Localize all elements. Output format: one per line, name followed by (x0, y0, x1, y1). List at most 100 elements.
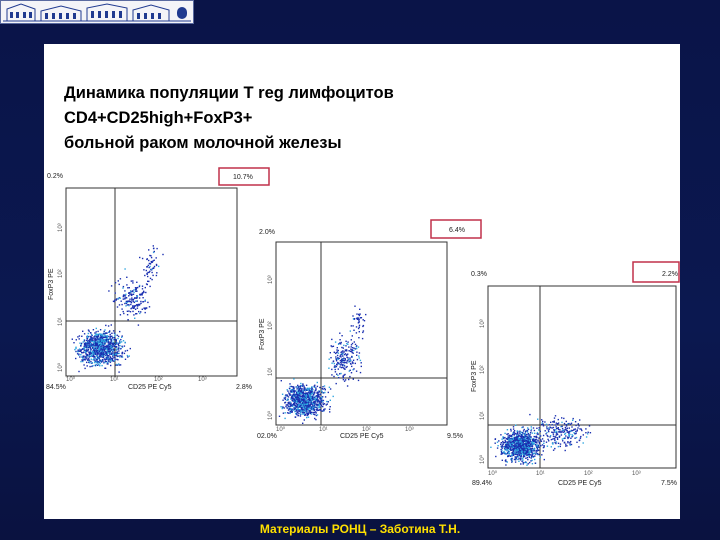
event-dot (529, 451, 532, 453)
event-dot (576, 441, 578, 443)
event-dot (523, 433, 525, 435)
event-dot (554, 447, 556, 450)
event-dot (108, 340, 110, 343)
event-dot (536, 447, 538, 449)
event-dot (111, 357, 113, 360)
event-dot (552, 431, 554, 434)
event-dot (585, 428, 587, 430)
event-dot (524, 443, 526, 445)
event-dot (545, 441, 548, 443)
event-dot (538, 441, 540, 443)
event-dot (295, 398, 297, 400)
event-dot (96, 339, 98, 341)
event-dot (295, 396, 297, 398)
event-dot (528, 451, 530, 454)
event-dot (496, 447, 499, 449)
event-dot (116, 353, 118, 355)
event-dot (114, 353, 117, 355)
event-dot (147, 271, 149, 274)
event-dot (119, 278, 122, 280)
event-dot (105, 360, 108, 363)
event-dot (96, 345, 98, 347)
event-dot (289, 394, 292, 396)
event-dot (582, 434, 584, 436)
event-dot (107, 347, 110, 349)
event-dot (560, 425, 562, 428)
event-dot (343, 365, 346, 367)
event-dot (86, 353, 88, 356)
plot-1-ytick-3: 10³ (58, 223, 64, 232)
event-dot (299, 385, 302, 387)
event-dot (312, 406, 314, 409)
event-dot (310, 413, 313, 415)
event-dot (148, 249, 150, 251)
event-dot (348, 370, 350, 372)
event-dot (147, 264, 149, 267)
event-dot (312, 408, 314, 411)
event-dot (303, 395, 306, 397)
event-dot (301, 400, 304, 402)
event-dot (340, 372, 342, 375)
event-dot (300, 390, 302, 393)
event-dot (93, 341, 95, 344)
event-dot (517, 448, 519, 450)
title-line-1: Динамика популяции T reg лимфоцитов (64, 84, 394, 102)
event-dot (358, 318, 360, 320)
event-dot (564, 432, 567, 435)
event-dot (318, 401, 320, 403)
event-dot (85, 347, 88, 349)
event-dot (318, 395, 320, 397)
event-dot (582, 442, 584, 444)
event-dot (342, 355, 344, 357)
plot-1-highlight-box (218, 167, 270, 186)
event-dot (142, 301, 144, 303)
event-dot (557, 422, 560, 424)
event-dot (537, 433, 539, 436)
event-dot (511, 449, 513, 451)
event-dot (527, 441, 530, 443)
event-dot (284, 402, 286, 404)
event-dot (307, 413, 309, 415)
event-dot (292, 404, 294, 406)
event-dot (308, 389, 310, 391)
event-dot (527, 427, 529, 429)
event-dot (320, 399, 322, 402)
event-dot (525, 444, 528, 446)
event-dot (120, 356, 123, 358)
event-dot (506, 438, 509, 441)
event-dot (112, 330, 115, 332)
event-dot (521, 446, 524, 448)
event-dot (306, 416, 308, 419)
event-dot (114, 282, 117, 284)
event-dot (289, 404, 292, 406)
event-dot (350, 339, 352, 341)
event-dot (500, 446, 503, 448)
event-dot (103, 354, 105, 357)
event-dot (538, 429, 540, 431)
event-dot (557, 418, 559, 421)
event-dot (525, 441, 527, 444)
event-dot (534, 450, 536, 452)
event-dot (305, 399, 307, 401)
event-dot (119, 348, 121, 350)
event-dot (335, 382, 337, 385)
event-dot (283, 397, 286, 399)
event-dot (78, 350, 80, 352)
event-dot (353, 329, 355, 331)
event-dot (118, 345, 120, 347)
event-dot (95, 353, 97, 355)
event-dot (344, 358, 346, 360)
event-dot (505, 442, 508, 444)
event-dot (522, 441, 524, 443)
event-dot (341, 346, 343, 349)
event-dot (149, 265, 151, 268)
event-dot (152, 267, 154, 270)
event-dot (304, 404, 307, 406)
event-dot (299, 387, 301, 390)
event-dot (150, 268, 152, 271)
event-dot (79, 350, 82, 352)
event-dot (514, 457, 516, 459)
event-dot (541, 419, 543, 421)
event-dot (82, 341, 84, 343)
